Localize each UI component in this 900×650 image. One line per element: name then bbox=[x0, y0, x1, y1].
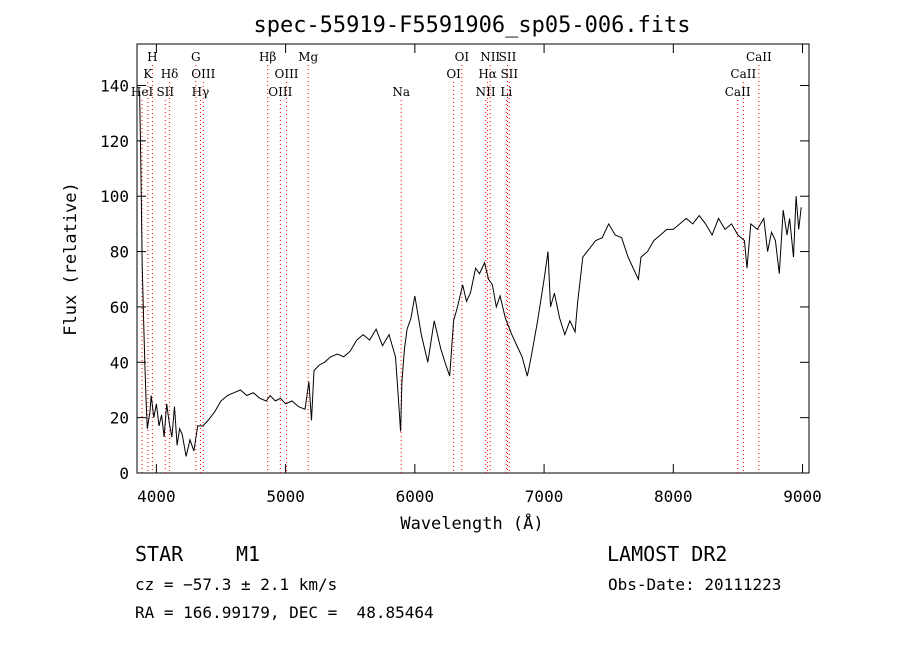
line-marker-label: OI bbox=[455, 50, 470, 64]
line-marker-label: SII bbox=[499, 50, 517, 64]
line-marker-label: HeI bbox=[131, 85, 154, 99]
line-marker-label: Hβ bbox=[259, 50, 276, 64]
redshift-text: cz = −57.3 ± 2.1 km/s bbox=[135, 575, 338, 594]
object-subclass: M1 bbox=[236, 542, 261, 566]
line-marker-label: OIII bbox=[274, 67, 298, 81]
line-marker-label: Hγ bbox=[192, 85, 210, 99]
line-marker-label: CaII bbox=[730, 67, 756, 81]
y-tick-label: 20 bbox=[110, 409, 129, 428]
line-marker-label: SII bbox=[156, 85, 174, 99]
spectrum-line bbox=[139, 91, 802, 457]
y-tick-label: 0 bbox=[119, 464, 129, 483]
line-marker-label: H bbox=[147, 50, 157, 64]
x-tick-label: 6000 bbox=[396, 487, 435, 506]
x-axis-label: Wavelength (Å) bbox=[400, 512, 543, 534]
line-marker-label: Na bbox=[392, 85, 410, 99]
plot-frame bbox=[136, 43, 810, 474]
y-axis-label: Flux (relative) bbox=[61, 182, 81, 336]
line-marker-label: OIII bbox=[191, 67, 215, 81]
y-tick-label: 60 bbox=[110, 298, 129, 317]
line-marker-label: SII bbox=[500, 67, 518, 81]
line-marker-label: Li bbox=[500, 85, 512, 99]
line-marker-label: G bbox=[191, 50, 201, 64]
line-marker-label: NII bbox=[476, 85, 496, 99]
x-tick-label: 9000 bbox=[783, 487, 822, 506]
y-tick-label: 80 bbox=[110, 243, 129, 262]
line-marker-label: CaII bbox=[725, 85, 751, 99]
survey-name: LAMOST DR2 bbox=[607, 542, 728, 566]
x-tick-label: 7000 bbox=[525, 487, 564, 506]
line-marker-label: OIII bbox=[268, 85, 292, 99]
spectrum-chart: spec-55919-F5591906_sp05-006.fits HK HeI H… bbox=[61, 13, 822, 534]
chart-title: spec-55919-F5591906_sp05-006.fits bbox=[253, 13, 690, 38]
y-tick-label: 120 bbox=[100, 132, 129, 151]
y-tick-label: 100 bbox=[100, 187, 129, 206]
line-markers: HKHeIHδSIIGOIIIHγHβOIIIOIIIMgNaOIOINIISI… bbox=[131, 50, 772, 473]
x-tick-label: 4000 bbox=[137, 487, 176, 506]
obs-date-text: Obs-Date: 20111223 bbox=[608, 575, 782, 594]
line-marker-label: OI bbox=[446, 67, 461, 81]
line-marker-label: Mg bbox=[298, 50, 318, 64]
line-marker-label: Hδ bbox=[161, 67, 179, 81]
y-tick-label: 140 bbox=[100, 77, 129, 96]
line-marker-label: CaII bbox=[746, 50, 772, 64]
line-marker-label: NII bbox=[480, 50, 500, 64]
line-marker-label: Hα bbox=[478, 67, 497, 81]
object-class: STAR bbox=[135, 542, 184, 566]
x-tick-label: 5000 bbox=[266, 487, 305, 506]
y-tick-label: 40 bbox=[110, 353, 129, 372]
x-tick-label: 8000 bbox=[654, 487, 693, 506]
line-marker-label: K bbox=[143, 67, 153, 81]
coordinates-text: RA = 166.99179, DEC = 48.85464 bbox=[135, 603, 434, 622]
axis-ticks: 4000 5000 6000 7000 8000 9000 0 20 40 60 80 100 120 1… bbox=[100, 44, 822, 506]
